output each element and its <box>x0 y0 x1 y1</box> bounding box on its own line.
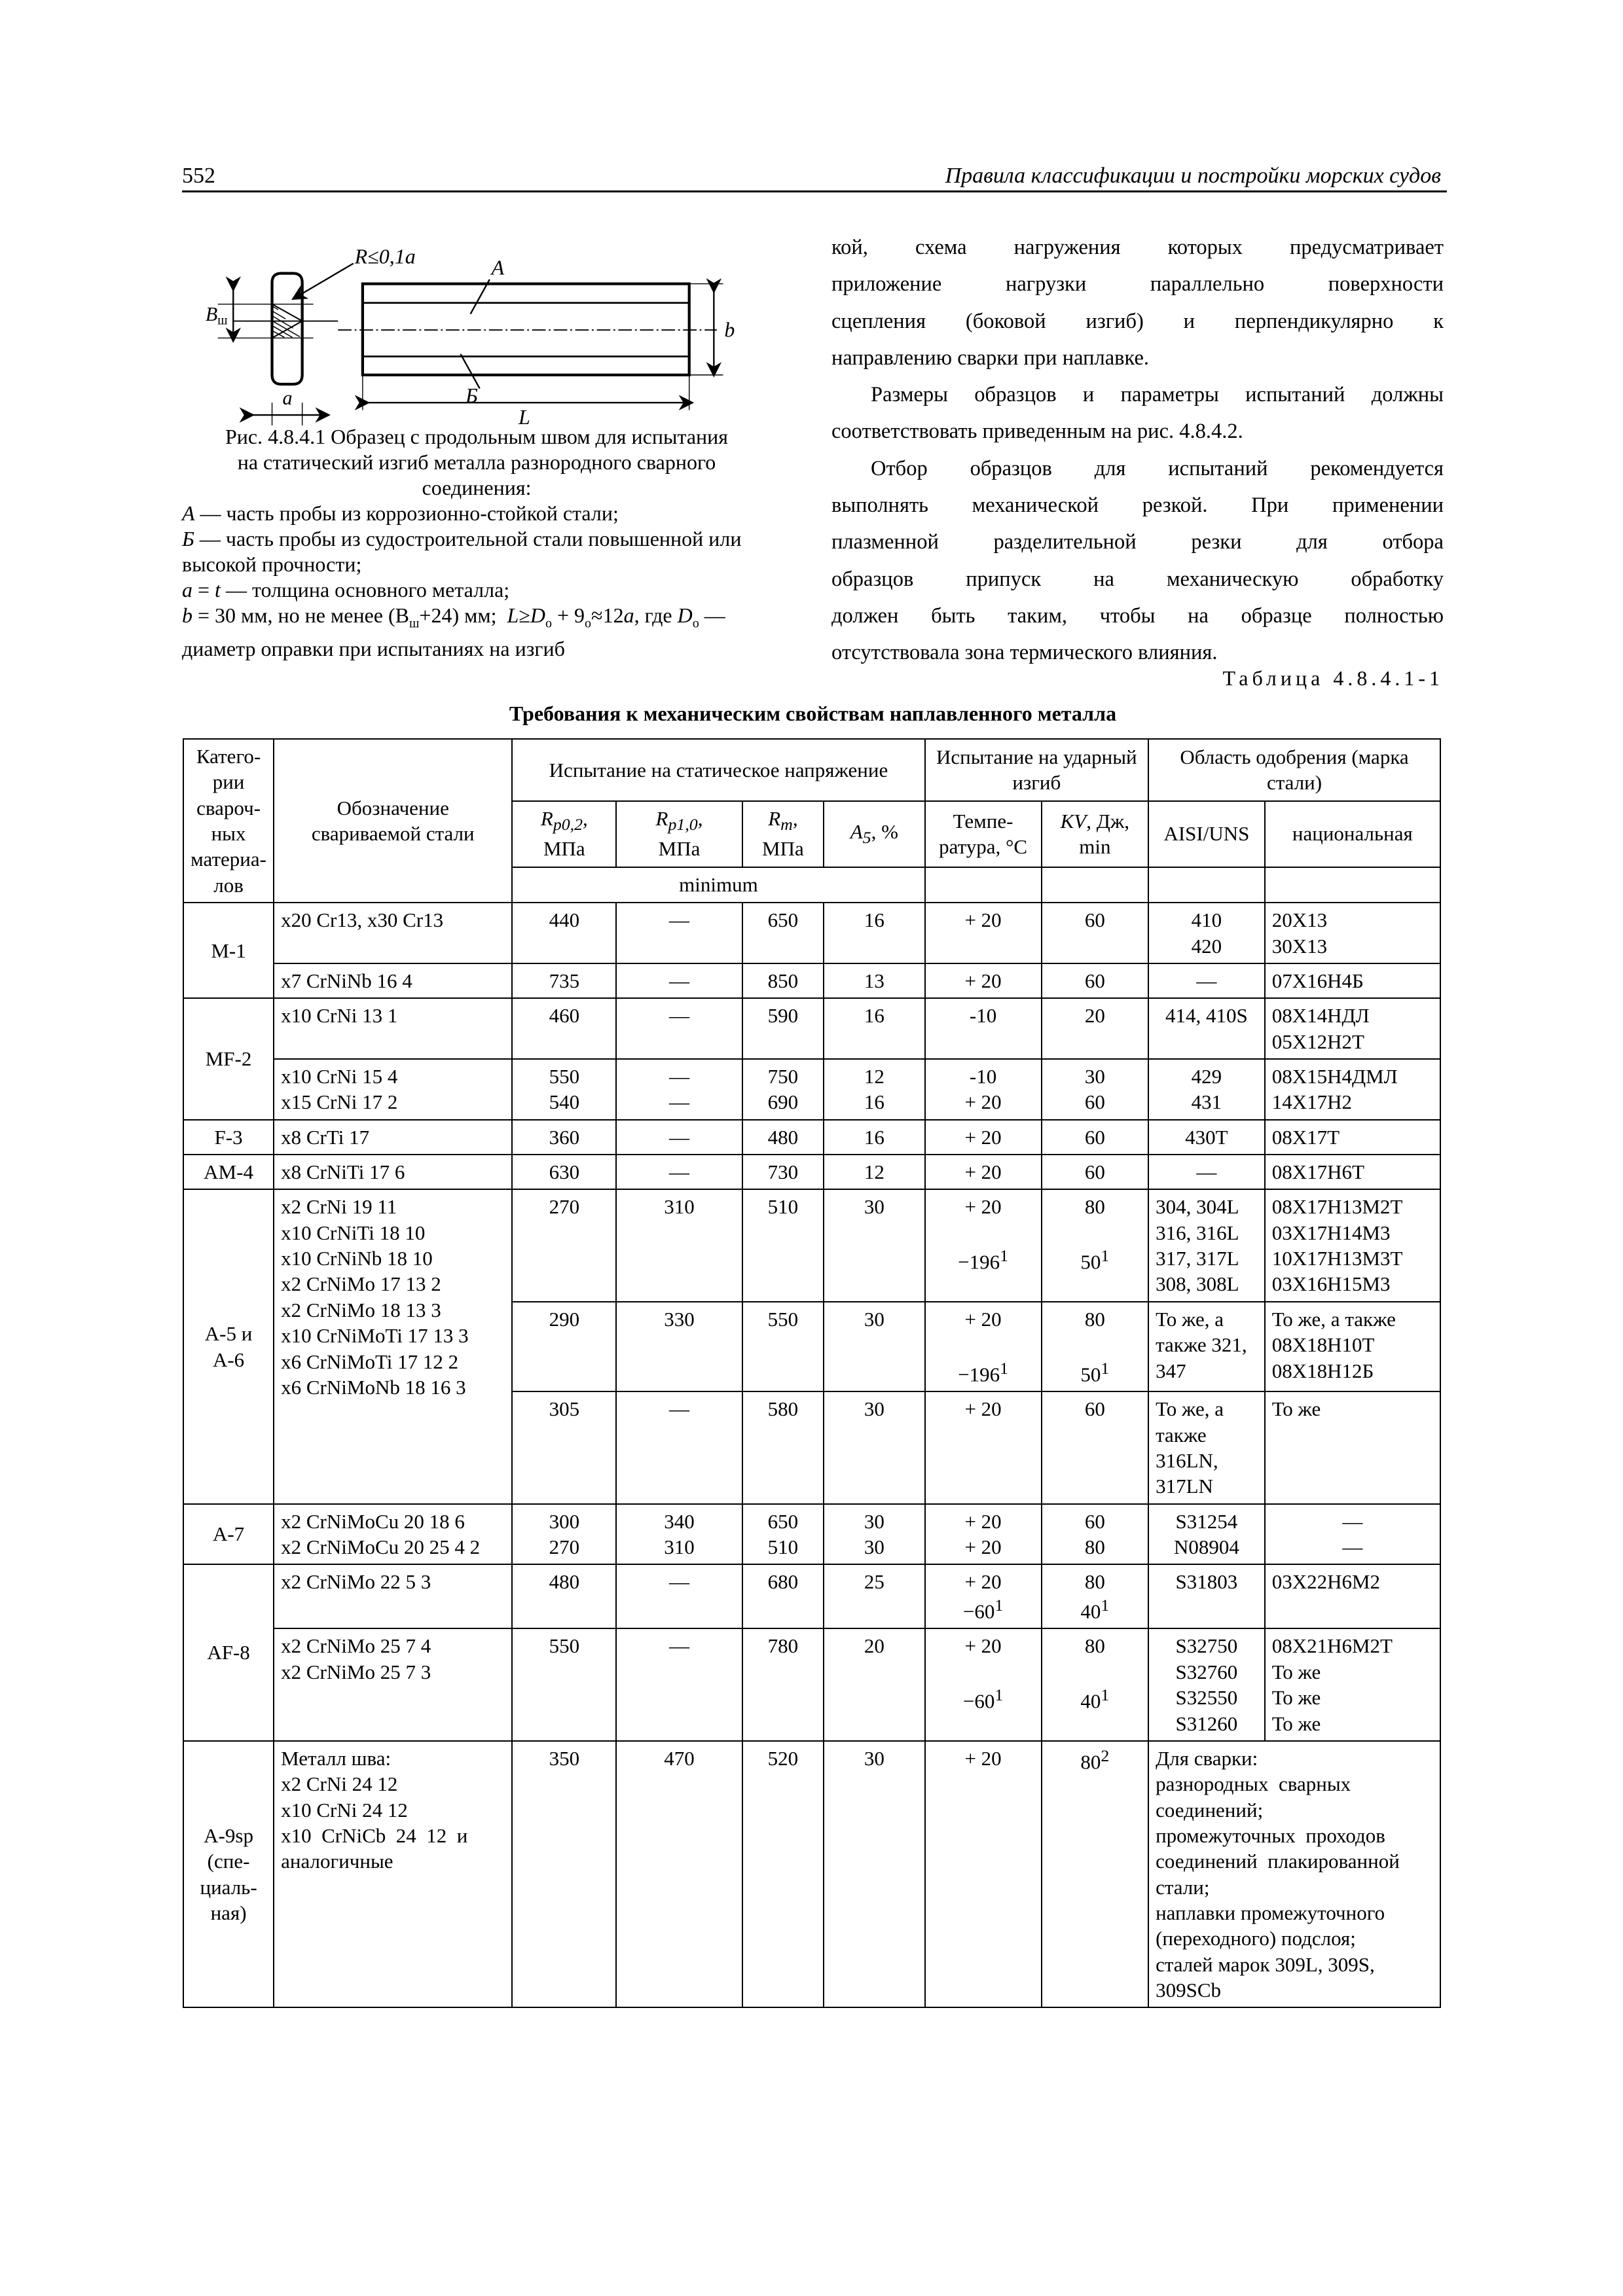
svg-text:Б: Б <box>465 384 478 407</box>
svg-text:R≤0,1a: R≤0,1a <box>354 245 416 268</box>
svg-text:a: a <box>283 387 293 409</box>
svg-text:b: b <box>724 318 735 342</box>
svg-text:Bш: Bш <box>206 303 228 328</box>
svg-text:A: A <box>490 255 505 279</box>
